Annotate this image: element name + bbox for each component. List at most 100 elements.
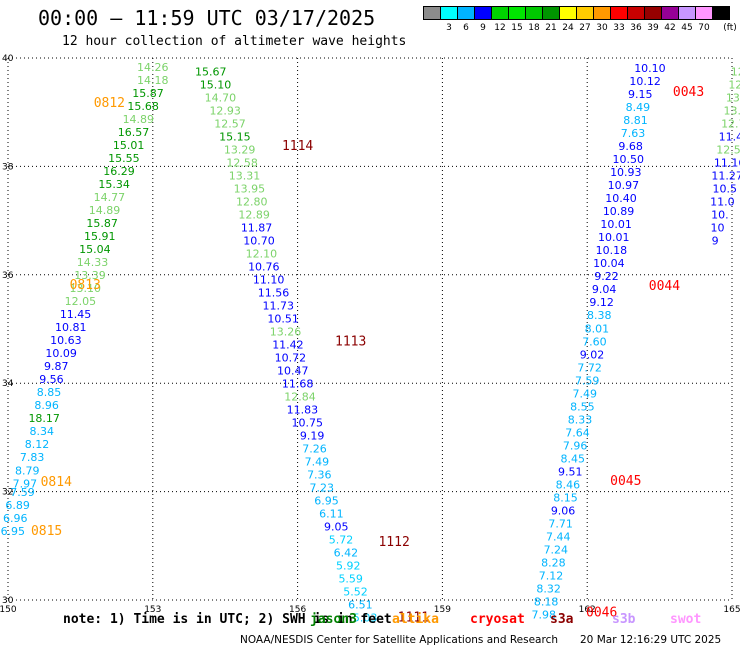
wave-height-point: 5.03 xyxy=(353,612,378,625)
wave-height-point: 8.28 xyxy=(541,556,566,569)
wave-height-point: 7.96 xyxy=(563,439,588,452)
wave-height-point: 11.68 xyxy=(282,378,314,391)
wave-height-point: 9.12 xyxy=(589,296,614,309)
wave-height-point: 7.36 xyxy=(307,469,332,482)
wave-height-point: 16.57 xyxy=(118,126,150,139)
footer-note: note: 1) Time is in UTC; 2) SWH is in fe… xyxy=(63,612,392,627)
wave-height-point: 5.92 xyxy=(336,560,361,573)
satellite-label-s3a: s3a xyxy=(550,612,574,627)
wave-height-point: 8.45 xyxy=(560,452,585,465)
wave-height-point: 10.76 xyxy=(248,260,280,273)
wave-height-point: 11.0 xyxy=(710,195,735,208)
wave-height-point: 7.59 xyxy=(10,486,35,499)
wave-height-point: 7.26 xyxy=(302,443,327,456)
wave-height-point: 11.56 xyxy=(258,286,290,299)
legend-label: 9 xyxy=(480,23,486,33)
wave-height-point: 6.95 xyxy=(314,495,339,508)
pass-time-label: 0813 xyxy=(70,278,101,293)
wave-height-point: 15.67 xyxy=(195,65,227,78)
y-tick-label: 30 xyxy=(2,596,14,606)
wave-height-point: 12.57 xyxy=(214,117,246,130)
wave-height-point: 7.49 xyxy=(573,387,598,400)
pass-time-label: 1112 xyxy=(378,535,409,550)
wave-height-point: 9.87 xyxy=(44,360,69,373)
wave-height-point: 8.34 xyxy=(30,425,55,438)
wave-height-point: 7.60 xyxy=(582,335,607,348)
legend-label: 36 xyxy=(630,23,642,33)
wave-height-point: 5.52 xyxy=(343,586,368,599)
wave-height-point: 14.70 xyxy=(205,91,237,104)
pass-time-label: 0044 xyxy=(649,279,680,294)
wave-height-point: 10.04 xyxy=(593,257,625,270)
legend-label: 18 xyxy=(528,23,540,33)
wave-height-point: 12.76 xyxy=(721,117,740,130)
wave-height-point: 6.89 xyxy=(5,499,30,512)
wave-height-point: 10.81 xyxy=(55,321,87,334)
wave-height-point: 10.47 xyxy=(277,365,309,378)
wave-height-point: 18.17 xyxy=(28,412,60,425)
wave-height-point: 9.68 xyxy=(618,140,643,153)
wave-height-point: 8.46 xyxy=(556,478,581,491)
wave-height-point: 10.70 xyxy=(243,234,275,247)
color-legend: 3 6 9 12 15 18 21 24 27 30 33 36 39 42 45 70 (ft) xyxy=(423,6,737,34)
wave-height-point: 12.58 xyxy=(226,156,258,169)
wave-height-point: 6.95 xyxy=(1,525,26,538)
y-tick-label: 34 xyxy=(2,379,14,389)
wave-height-point: 7.59 xyxy=(575,374,600,387)
legend-label: 39 xyxy=(647,23,659,33)
wave-height-point: 15.15 xyxy=(219,130,251,143)
legend-label: 70 xyxy=(698,23,710,33)
wave-height-point: 8.79 xyxy=(15,464,40,477)
legend-label: 21 xyxy=(545,23,557,33)
wave-height-point: 6.42 xyxy=(334,547,359,560)
page-title: 00:00 – 11:59 UTC 03/17/2025 xyxy=(38,6,376,30)
wave-height-point: 12.62 xyxy=(728,78,740,91)
wave-height-point: 12.05 xyxy=(65,295,97,308)
legend-swatch xyxy=(712,6,730,20)
pass-time-label: 0815 xyxy=(31,524,62,539)
wave-height-point: 10.51 xyxy=(267,312,299,325)
wave-height-point: 7.98 xyxy=(532,608,557,621)
wave-height-point: 10.89 xyxy=(603,205,635,218)
wave-height-point: 12.53 xyxy=(731,65,740,78)
wave-height-point: 9.05 xyxy=(324,521,349,534)
wave-height-point: 7.49 xyxy=(305,456,330,469)
wave-height-point: 7.64 xyxy=(565,426,590,439)
wave-height-point: 8.96 xyxy=(34,399,59,412)
wave-height-point: 13.29 xyxy=(224,143,256,156)
wave-height-point: 11.45 xyxy=(60,308,92,321)
pass-time-label: 0814 xyxy=(41,475,72,490)
legend-label: 15 xyxy=(511,23,523,33)
x-tick-label: 165 xyxy=(723,605,740,615)
wave-height-point: 5.59 xyxy=(338,573,363,586)
legend-label: 30 xyxy=(596,23,608,33)
wave-height-point: 11.47 xyxy=(719,130,740,143)
y-tick-label: 36 xyxy=(2,271,14,281)
wave-height-point: 7.63 xyxy=(621,127,646,140)
wave-height-point: 12.80 xyxy=(236,195,268,208)
wave-height-point: 6.51 xyxy=(348,599,373,612)
wave-height-point: 12.93 xyxy=(209,104,241,117)
wave-height-point: 6.11 xyxy=(319,508,344,521)
wave-height-point: 13.10 xyxy=(69,282,101,295)
wave-height-point: 10.93 xyxy=(610,166,642,179)
wave-height-point: 7.72 xyxy=(577,361,602,374)
wave-height-point: 10.40 xyxy=(605,192,637,205)
satellite-label-cryosat: cryosat xyxy=(470,612,525,627)
wave-height-point: 11.16 xyxy=(714,156,740,169)
generation-timestamp: 20 Mar 12:16:29 UTC 2025 xyxy=(580,634,722,646)
wave-height-point: 8.49 xyxy=(626,101,651,114)
wave-height-point: 10.10 xyxy=(634,62,666,75)
wave-height-point: 13.31 xyxy=(229,169,261,182)
legend-label: 6 xyxy=(463,23,469,33)
wave-height-point: 15.68 xyxy=(127,100,159,113)
credit-text: NOAA/NESDIS Center for Satellite Applica… xyxy=(240,634,558,646)
wave-height-point: 8.01 xyxy=(585,322,610,335)
wave-height-point: 11.10 xyxy=(253,273,285,286)
wave-height-point: 7.44 xyxy=(546,530,571,543)
legend-label: 45 xyxy=(681,23,693,33)
wave-height-point: 15.91 xyxy=(84,230,116,243)
wave-height-point: 14.77 xyxy=(94,191,126,204)
pass-time-label: 1114 xyxy=(282,139,313,154)
wave-height-point: 8.12 xyxy=(25,438,50,451)
